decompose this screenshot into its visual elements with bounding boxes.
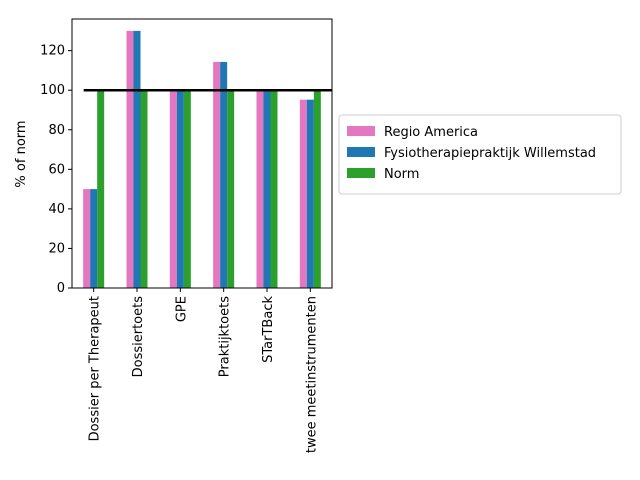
- bar-regio-america-4: [256, 90, 264, 289]
- bar-regio-america-1: [126, 30, 134, 289]
- x-tick-label: Dossier per Therapeut: [88, 296, 103, 441]
- bar-norm-0: [97, 90, 105, 289]
- legend-label: Fysiotherapiepraktijk Willemstad: [384, 146, 596, 161]
- legend-box: [338, 114, 622, 195]
- y-tick-label: 80: [48, 123, 65, 138]
- legend-label: Norm: [384, 167, 419, 182]
- bar-norm-3: [227, 90, 235, 289]
- bar-fysiotherapiepraktijk-willemstad-0: [90, 189, 98, 288]
- legend-swatch: [347, 126, 375, 136]
- bar-fysiotherapiepraktijk-willemstad-1: [133, 30, 141, 289]
- axes: 0 20 40 60 80 100 120 Dossier per Therapeut Doss…: [40, 18, 333, 453]
- legend-swatch: [347, 147, 375, 157]
- bar-regio-america-3: [213, 61, 221, 288]
- bar-norm-5: [313, 90, 321, 289]
- plot-frame: [71, 18, 333, 289]
- bar-fysiotherapiepraktijk-willemstad-5: [306, 99, 314, 288]
- y-tick-label: 0: [57, 281, 65, 296]
- bar-norm-2: [183, 90, 191, 289]
- x-tick-label: Praktijktoets: [218, 296, 233, 377]
- bar-fysiotherapiepraktijk-willemstad-4: [263, 90, 271, 289]
- bar-norm-4: [270, 90, 278, 289]
- legend-swatch: [347, 168, 375, 178]
- y-tick-label: 20: [48, 241, 65, 256]
- x-tick-label: GPE: [174, 296, 189, 322]
- bar-regio-america-0: [83, 189, 91, 288]
- legend: Regio America Fysiotherapiepraktijk Wille…: [338, 114, 622, 195]
- y-axis-label: % of norm: [14, 120, 29, 187]
- x-tick-label: twee meetinstrumenten: [304, 296, 319, 453]
- x-tick-label: STarTBack: [261, 296, 276, 363]
- y-tick-label: 100: [40, 83, 65, 98]
- bar-norm-1: [140, 90, 148, 289]
- y-tick-label: 40: [48, 202, 65, 217]
- x-tick-label: Dossiertoets: [131, 296, 146, 378]
- bars-layer: [83, 30, 321, 289]
- y-tick-label: 60: [48, 162, 65, 177]
- y-tick-label: 120: [40, 44, 65, 59]
- bar-regio-america-5: [299, 99, 307, 288]
- bar-fysiotherapiepraktijk-willemstad-3: [220, 61, 228, 288]
- bar-fysiotherapiepraktijk-willemstad-2: [176, 90, 184, 289]
- bar-regio-america-2: [169, 90, 177, 289]
- legend-label: Regio America: [384, 125, 478, 140]
